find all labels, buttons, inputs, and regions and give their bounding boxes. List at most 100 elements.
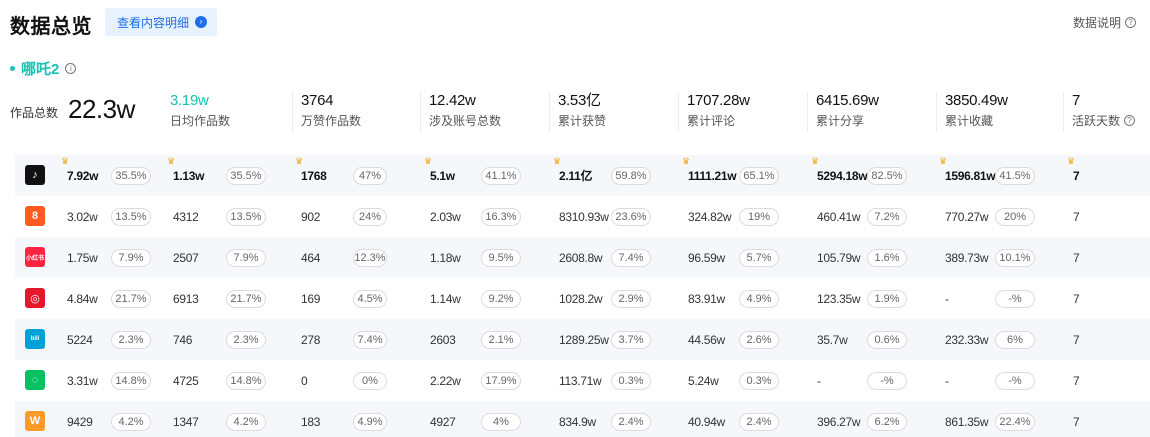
active-days-value: 7	[1073, 209, 1080, 224]
cell-value: 232.33w	[945, 332, 989, 347]
cell-value: 1028.2w	[559, 291, 603, 306]
percent-badge: 21.7%	[111, 290, 151, 308]
summary-stat-value: 1707.28w	[687, 92, 750, 109]
summary-stat-label: 累计评论	[687, 114, 736, 128]
percent-badge: 23.6%	[611, 208, 651, 226]
cell-value: 3.31w	[67, 373, 98, 388]
cell-value: 1289.25w	[559, 332, 609, 347]
cell-value: 2.11亿	[559, 169, 593, 183]
cell-value: 2.22w	[430, 373, 461, 388]
percent-badge: 16.3%	[481, 208, 521, 226]
cell-value: -	[945, 373, 949, 388]
cell-value: 44.56w	[688, 332, 725, 347]
summary-stat-label: 累计分享	[816, 114, 865, 128]
table-row: ♪ ♛ 7.92w 35.5% ♛ 1.13w 35.5% ♛ 1768 47% ♛ 5.1w 41.1…	[15, 155, 1150, 196]
crown-icon: ♛	[424, 156, 433, 166]
percent-badge: 3.7%	[611, 331, 651, 349]
percent-badge: 2.3%	[111, 331, 151, 349]
percent-badge: 0%	[353, 372, 387, 390]
percent-badge: 12.3%	[353, 249, 387, 267]
active-days-value: 7	[1073, 291, 1080, 306]
percent-badge: 20%	[995, 208, 1035, 226]
summary-stat-label: 涉及账号总数	[429, 114, 502, 128]
summary-stat: 3.19w 日均作品数	[162, 92, 230, 132]
percent-badge: 24%	[353, 208, 387, 226]
table-row: bili 5224 2.3% 746 2.3% 278 7.4% 2603 2.1% 1289.2…	[15, 319, 1150, 360]
cell-value: 113.71w	[559, 373, 602, 388]
cell-value: 105.79w	[817, 250, 861, 265]
kuaishou-icon: 8	[25, 206, 45, 226]
active-days-value: 7	[1073, 373, 1080, 388]
header: 数据总览 查看内容明细 › 数据说明 ?	[8, 8, 1142, 38]
percent-badge: 7.2%	[867, 208, 907, 226]
percent-badge: 4%	[481, 413, 521, 431]
percent-badge: 4.5%	[353, 290, 387, 308]
cell-value: 96.59w	[688, 250, 725, 265]
crown-icon: ♛	[61, 156, 70, 166]
crown-icon: ♛	[1067, 156, 1076, 166]
crown-icon: ♛	[295, 156, 304, 166]
bilibili-icon: bili	[25, 329, 45, 349]
cell-value: 5.1w	[430, 168, 455, 183]
percent-badge: 2.4%	[739, 413, 779, 431]
question-icon[interactable]: ?	[1124, 115, 1136, 126]
cell-value: 2.03w	[430, 209, 461, 224]
percent-badge: -%	[867, 372, 907, 390]
percent-badge: 2.6%	[739, 331, 779, 349]
percent-badge: 7.9%	[111, 249, 151, 267]
cell-value: 396.27w	[817, 414, 861, 429]
percent-badge: 9.2%	[481, 290, 521, 308]
cell-value: 5224	[67, 332, 93, 347]
cell-value: 4927	[430, 414, 456, 429]
data-help-link[interactable]: 数据说明 ?	[1073, 14, 1136, 31]
question-icon: ?	[1125, 17, 1136, 28]
percent-badge: 7.4%	[611, 249, 651, 267]
platform-table: ♪ ♛ 7.92w 35.5% ♛ 1.13w 35.5% ♛ 1768 47% ♛ 5.1w 41.1…	[15, 155, 1150, 437]
info-icon[interactable]: i	[65, 63, 77, 74]
view-detail-button[interactable]: 查看内容明细 ›	[105, 8, 218, 36]
cell-value: 1.75w	[67, 250, 98, 265]
summary-stat-label: 累计收藏	[945, 114, 994, 128]
table-row: ◎ 4.84w 21.7% 6913 21.7% 169 4.5% 1.14w 9.2% 1028…	[15, 278, 1150, 319]
percent-badge: 65.1%	[739, 167, 779, 185]
summary-stat-value: 7	[1072, 92, 1081, 109]
total-works-label: 作品总数	[10, 106, 59, 120]
cell-value: 3.02w	[67, 209, 98, 224]
cell-value: 770.27w	[945, 209, 989, 224]
summary-stat-label: 日均作品数	[170, 114, 231, 128]
cell-value: 1347	[173, 414, 199, 429]
summary-stat-value: 3.19w	[170, 92, 209, 109]
weibo-icon: ◎	[25, 288, 45, 308]
xiaohongshu-icon: 小红书	[25, 247, 45, 267]
percent-badge: 6%	[995, 331, 1035, 349]
percent-badge: 7.4%	[353, 331, 387, 349]
summary-stat-value: 3850.49w	[945, 92, 1008, 109]
summary-stat-value: 3.53亿	[558, 92, 601, 109]
cell-value: 1.14w	[430, 291, 461, 306]
percent-badge: 41.5%	[995, 167, 1035, 185]
percent-badge: 14.8%	[111, 372, 151, 390]
active-days-value: 7	[1073, 250, 1080, 265]
percent-badge: 17.9%	[481, 372, 521, 390]
subject-title: 哪吒2 i	[10, 58, 77, 79]
cell-value: 4.84w	[67, 291, 98, 306]
percent-badge: 41.1%	[481, 167, 521, 185]
crown-icon: ♛	[682, 156, 691, 166]
cell-value: 1596.81w	[945, 168, 996, 183]
cell-value: 1.18w	[430, 250, 461, 265]
crown-icon: ♛	[167, 156, 176, 166]
percent-badge: 0.3%	[739, 372, 779, 390]
cell-value: 7.92w	[67, 168, 99, 183]
cell-value: 83.91w	[688, 291, 725, 306]
cell-value: 2608.8w	[559, 250, 603, 265]
cell-value: 5294.18w	[817, 168, 868, 183]
douyin-icon: ♪	[25, 165, 45, 185]
table-row: 8 3.02w 13.5% 4312 13.5% 902 24% 2.03w 16.3% 8310…	[15, 196, 1150, 237]
cell-value: 2603	[430, 332, 456, 347]
percent-badge: 35.5%	[111, 167, 151, 185]
active-days-value: 7	[1073, 414, 1080, 429]
wechat-channels-icon: ◌	[25, 370, 45, 390]
cell-value: 8310.93w	[559, 209, 609, 224]
percent-badge: -%	[995, 290, 1035, 308]
cell-value: 6913	[173, 291, 199, 306]
